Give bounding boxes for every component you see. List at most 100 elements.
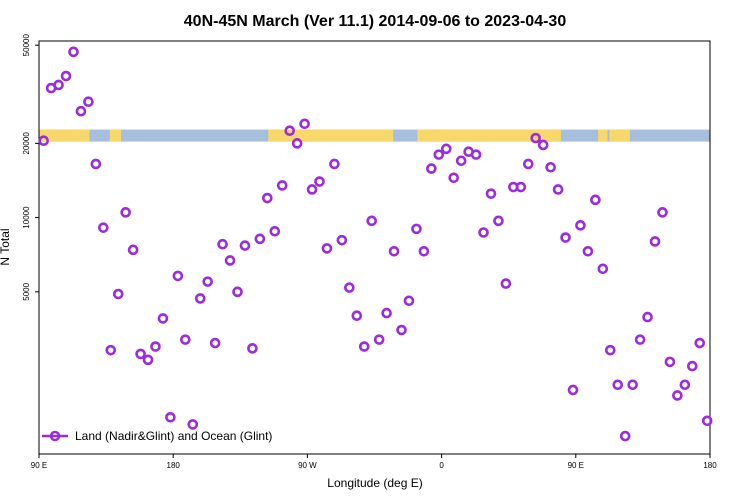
x-tick-label: 90 E [568, 461, 584, 470]
data-point [530, 132, 542, 144]
data-point [664, 356, 676, 368]
land-segment [417, 129, 561, 142]
data-point [455, 155, 467, 167]
data-point [232, 286, 243, 298]
data-point [672, 390, 683, 401]
data-point [411, 223, 422, 235]
data-point [299, 118, 310, 130]
data-point [597, 263, 609, 275]
data-point [537, 139, 549, 151]
data-point [105, 344, 117, 356]
data-point [224, 255, 236, 266]
data-point [657, 207, 668, 218]
data-point [142, 354, 154, 366]
data-point [575, 220, 586, 231]
data-point [254, 233, 266, 245]
data-point [604, 344, 616, 356]
y-tick-label: 5000 [22, 282, 31, 300]
data-point [194, 293, 206, 304]
data-point [157, 313, 169, 324]
data-point [38, 135, 49, 146]
data-point [75, 105, 87, 117]
data-point [515, 181, 527, 193]
data-point [291, 138, 303, 149]
data-point [433, 149, 445, 160]
data-point [545, 161, 556, 173]
data-point [440, 143, 452, 155]
data-point [470, 149, 482, 160]
y-tick-label: 50000 [22, 34, 31, 57]
x-axis-label: Longitude (deg E) [327, 476, 422, 490]
data-point [165, 411, 176, 423]
data-point [493, 215, 504, 227]
data-point [180, 334, 191, 345]
data-point [522, 158, 534, 170]
data-point [448, 172, 460, 184]
data-point [552, 184, 564, 195]
data-point [642, 311, 653, 323]
data-point [612, 379, 624, 391]
y-axis-ticks: 5000 10000 20000 50000 [22, 34, 39, 301]
chart-title: 40N-45N March (Ver 11.1) 2014-09-06 to 2… [184, 13, 567, 30]
data-point [262, 192, 273, 204]
x-tick-label: 90 E [31, 461, 47, 470]
data-point [358, 341, 370, 352]
data-point [120, 207, 131, 218]
land-segment [609, 129, 630, 142]
data-point [202, 276, 213, 287]
data-point [567, 384, 579, 396]
data-point [112, 288, 124, 300]
data-points [38, 46, 713, 442]
data-point [396, 324, 407, 336]
data-point [217, 238, 228, 250]
data-point [284, 125, 295, 137]
x-tick-label: 180 [703, 461, 717, 470]
data-point [336, 234, 348, 246]
data-point [98, 222, 109, 233]
data-point [314, 176, 325, 187]
plot-frame [38, 40, 711, 455]
data-point [127, 244, 139, 256]
legend-point-marker [49, 430, 61, 442]
legend-entry-label: Land (Nadir&Glint) and Ocean (Glint) [75, 429, 272, 443]
data-point [381, 307, 392, 319]
y-tick-label: 20000 [22, 132, 31, 155]
data-point [321, 243, 333, 254]
data-point [351, 310, 363, 322]
x-tick-label: 0 [439, 461, 444, 470]
data-point [634, 334, 646, 345]
data-point [90, 158, 102, 170]
data-point [329, 158, 340, 170]
data-point [686, 360, 698, 372]
data-point [649, 236, 661, 247]
data-point [247, 343, 258, 354]
data-point [53, 79, 64, 91]
data-point [150, 341, 161, 352]
data-point [60, 70, 72, 82]
data-point [500, 278, 512, 289]
data-point [366, 215, 378, 227]
land-segment [598, 129, 608, 142]
data-point [172, 270, 184, 282]
data-point [478, 227, 489, 238]
data-point [418, 245, 430, 257]
legend: Land (Nadir&Glint) and Ocean (Glint) [42, 429, 272, 443]
data-point [627, 379, 638, 391]
x-tick-label: 180 [167, 461, 181, 470]
data-point [388, 245, 400, 257]
data-point [590, 194, 601, 206]
data-point [403, 295, 415, 307]
x-axis-ticks: 90 E 180 90 W 0 90 E 180 [31, 454, 717, 470]
x-tick-label: 90 W [298, 461, 317, 470]
y-axis-label: N Total [0, 228, 12, 265]
land-segment [39, 129, 90, 142]
data-point [694, 337, 706, 349]
data-point [344, 282, 355, 293]
data-point [276, 180, 288, 191]
data-point [135, 348, 146, 360]
data-point [209, 337, 221, 349]
y-tick-label: 10000 [22, 206, 31, 229]
data-point [373, 334, 385, 345]
data-point [187, 419, 199, 430]
